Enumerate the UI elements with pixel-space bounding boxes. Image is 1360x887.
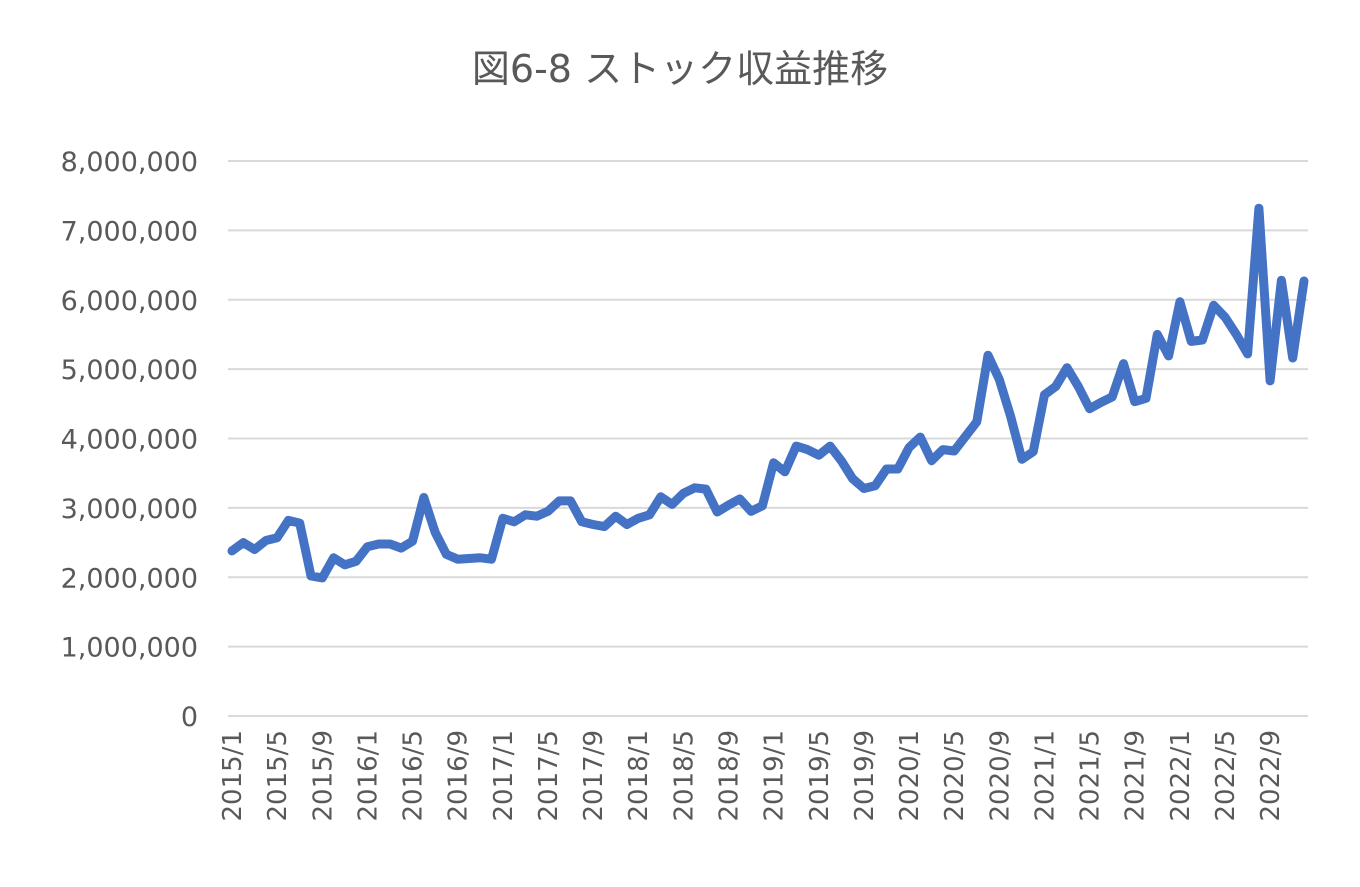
x-tick-label: 2019/9 xyxy=(850,730,880,821)
x-tick-label: 2018/9 xyxy=(715,730,745,821)
x-tick-label: 2015/1 xyxy=(218,730,248,821)
x-tick-label: 2017/1 xyxy=(489,730,519,821)
x-tick-label: 2017/9 xyxy=(579,730,609,821)
x-tick-label: 2021/9 xyxy=(1121,730,1151,821)
y-tick-label: 6,000,000 xyxy=(61,286,198,317)
x-tick-label: 2022/9 xyxy=(1256,730,1286,821)
y-tick-label: 3,000,000 xyxy=(61,494,198,525)
y-tick-label: 7,000,000 xyxy=(61,216,198,247)
y-tick-label: 0 xyxy=(181,702,198,733)
y-axis-tick-labels: 0 1,000,000 2,000,000 3,000,000 4,000,000 5,0… xyxy=(61,147,198,733)
x-tick-label: 2016/9 xyxy=(444,730,474,821)
x-tick-label: 2020/9 xyxy=(985,730,1015,821)
y-tick-label: 5,000,000 xyxy=(61,355,198,386)
series-layer xyxy=(227,203,1309,583)
y-tick-label: 2,000,000 xyxy=(61,563,198,594)
chart-title: 図6-8 ストック収益推移 xyxy=(471,47,889,91)
x-tick-label: 2019/5 xyxy=(805,730,835,821)
x-tick-label: 2019/1 xyxy=(760,730,790,821)
x-tick-label: 2017/5 xyxy=(534,730,564,821)
y-tick-label: 8,000,000 xyxy=(61,147,198,178)
x-tick-label: 2020/5 xyxy=(940,730,970,821)
y-tick-label: 4,000,000 xyxy=(61,425,198,456)
x-axis-tick-labels: 2015/1 2015/5 2015/9 2016/1 2016/5 2016/9 2017… xyxy=(218,730,1286,821)
x-tick-label: 2018/1 xyxy=(624,730,654,821)
y-tick-label: 1,000,000 xyxy=(61,633,198,664)
gridlines xyxy=(228,160,1308,717)
x-tick-label: 2015/5 xyxy=(263,730,293,821)
x-tick-label: 2021/5 xyxy=(1076,730,1106,821)
x-tick-label: 2018/5 xyxy=(669,730,699,821)
x-tick-label: 2022/5 xyxy=(1211,730,1241,821)
x-tick-label: 2016/1 xyxy=(353,730,383,821)
x-tick-label: 2015/9 xyxy=(308,730,338,821)
x-tick-label: 2016/5 xyxy=(399,730,429,821)
series-line xyxy=(227,203,1309,583)
x-tick-label: 2022/1 xyxy=(1166,730,1196,821)
x-tick-label: 2020/1 xyxy=(895,730,925,821)
x-tick-label: 2021/1 xyxy=(1030,730,1060,821)
